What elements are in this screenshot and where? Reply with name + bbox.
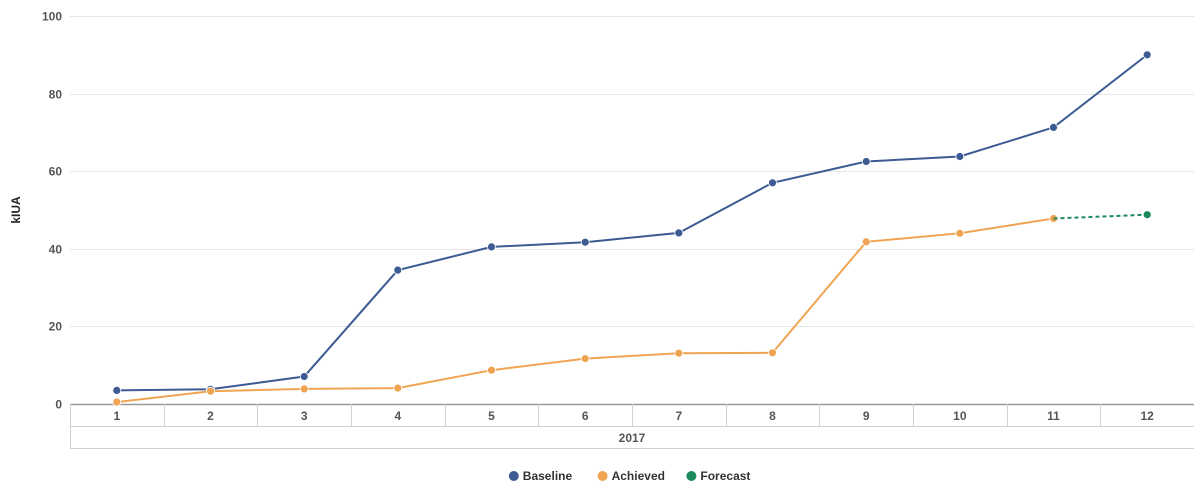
data-point-baseline[interactable] — [487, 242, 496, 252]
data-point-achieved[interactable] — [112, 397, 122, 407]
data-point-baseline[interactable] — [393, 265, 403, 275]
data-point-achieved[interactable] — [674, 348, 684, 358]
series-line-baseline — [116, 54, 1148, 392]
x-tick-label: 9 — [863, 409, 870, 423]
series-line-forecast — [1053, 213, 1148, 220]
data-point-baseline[interactable] — [112, 385, 122, 395]
data-point-achieved[interactable] — [487, 365, 496, 375]
x-tick-label: 11 — [1047, 409, 1060, 423]
grid-layer — [70, 16, 1194, 327]
data-point-baseline[interactable] — [674, 228, 684, 238]
data-point-achieved[interactable] — [580, 354, 590, 364]
y-tick-label: 60 — [49, 165, 63, 179]
x-tick-label: 6 — [582, 409, 589, 423]
y-tick-label: 40 — [49, 243, 63, 257]
data-point-achieved[interactable] — [768, 348, 777, 358]
legend-label: Forecast — [700, 469, 750, 483]
data-point-baseline[interactable] — [1142, 50, 1152, 60]
legend[interactable]: Baseline Achieved Forecast — [508, 469, 751, 483]
x-tick-label: 10 — [953, 409, 967, 423]
legend-label: Baseline — [523, 469, 573, 483]
y-tick-label: 20 — [49, 320, 63, 334]
legend-marker-forecast — [686, 471, 697, 481]
data-point-achieved[interactable] — [393, 383, 403, 393]
y-tick-label: 100 — [42, 10, 62, 24]
data-point-baseline[interactable] — [861, 157, 871, 166]
legend-item-baseline[interactable]: Baseline — [508, 469, 573, 483]
y-axis-title: kIUA — [9, 196, 23, 224]
x-tick-label: 4 — [394, 409, 401, 423]
data-point-achieved[interactable] — [955, 228, 965, 238]
x-tick-label: 12 — [1140, 409, 1154, 423]
data-point-baseline[interactable] — [768, 178, 777, 188]
x-tick-label: 1 — [113, 409, 120, 423]
data-point-forecast[interactable] — [1142, 210, 1152, 220]
data-point-baseline[interactable] — [299, 372, 309, 381]
x-tick-label: 3 — [301, 409, 308, 423]
x-tick-label: 5 — [488, 409, 495, 423]
legend-item-achieved[interactable]: Achieved — [597, 469, 665, 483]
x-group-label: 2017 — [619, 431, 646, 445]
data-point-baseline[interactable] — [955, 152, 965, 161]
series-layer — [112, 50, 1152, 407]
y-tick-label: 0 — [55, 398, 62, 412]
data-point-achieved[interactable] — [299, 384, 309, 394]
legend-marker-achieved — [597, 471, 608, 481]
legend-marker-baseline — [508, 471, 519, 481]
data-point-baseline[interactable] — [580, 237, 590, 247]
y-tick-label: 80 — [49, 88, 63, 102]
data-point-achieved[interactable] — [861, 237, 871, 247]
legend-label: Achieved — [612, 469, 665, 483]
x-tick-label: 2 — [207, 409, 214, 423]
x-tick-label: 7 — [675, 409, 682, 423]
data-point-baseline[interactable] — [1049, 123, 1058, 132]
x-tick-label: 8 — [769, 409, 776, 423]
legend-item-forecast[interactable]: Forecast — [686, 469, 750, 483]
data-point-achieved[interactable] — [206, 386, 215, 396]
